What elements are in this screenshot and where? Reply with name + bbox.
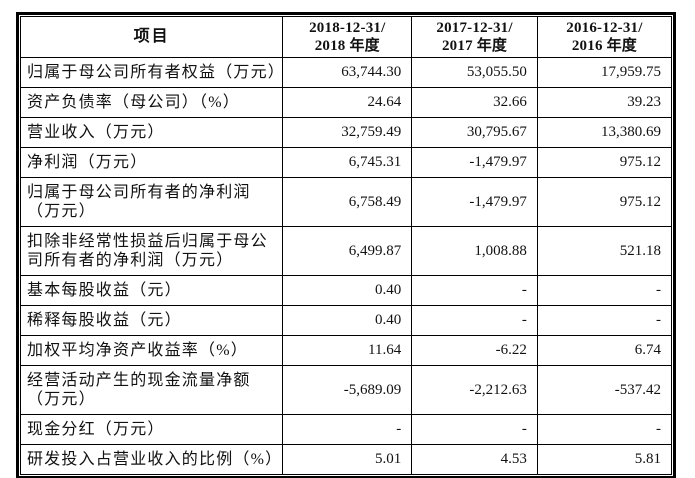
table-row: 研发投入占营业收入的比例（%） 5.01 4.53 5.81: [19, 444, 673, 475]
value-2016: 39.23: [536, 87, 673, 118]
table-row: 加权平均净资产收益率（%） 11.64 -6.22 6.74: [19, 335, 673, 366]
row-label: 营业收入（万元）: [19, 117, 284, 148]
table-row: 基本每股收益（元） 0.40 - -: [19, 275, 673, 306]
row-label: 归属于母公司所有者权益（万元）: [19, 57, 284, 88]
header-item-label: 项目: [19, 16, 284, 58]
table-row: 营业收入（万元） 32,759.49 30,795.67 13,380.69: [19, 117, 673, 148]
value-2017: -: [411, 414, 538, 445]
value-2017: -1,479.97: [411, 177, 538, 227]
value-2016: -: [536, 414, 673, 445]
value-2017: -: [411, 275, 538, 306]
table-row: 稀释每股收益（元） 0.40 - -: [19, 305, 673, 336]
value-2016: 975.12: [536, 177, 673, 227]
header-period-2018: 2018-12-31/ 2018 年度: [282, 16, 413, 58]
value-2018: -5,689.09: [282, 365, 413, 415]
value-2016: 5.81: [536, 444, 673, 475]
table-row: 归属于母公司所有者的净利润（万元） 6,758.49 -1,479.97 975…: [19, 177, 673, 227]
value-2016: -: [536, 305, 673, 336]
row-label: 经营活动产生的现金流量净额（万元）: [19, 365, 284, 415]
financial-summary-table: 项目 2018-12-31/ 2018 年度 2017-12-31/ 2017 …: [16, 12, 676, 478]
value-2018: 0.40: [282, 305, 413, 336]
row-label: 现金分红（万元）: [19, 414, 284, 445]
value-2016: 975.12: [536, 147, 673, 178]
value-2018: 6,758.49: [282, 177, 413, 227]
value-2018: 63,744.30: [282, 57, 413, 88]
table-row: 扣除非经常性损益后归属于母公司所有者的净利润（万元） 6,499.87 1,00…: [19, 226, 673, 276]
value-2016: 13,380.69: [536, 117, 673, 148]
value-2016: 6.74: [536, 335, 673, 366]
row-label: 资产负债率（母公司）（%）: [19, 87, 284, 118]
header-period-2016: 2016-12-31/ 2016 年度: [536, 16, 673, 58]
table-row: 现金分红（万元） - - -: [19, 414, 673, 445]
value-2016: 17,959.75: [536, 57, 673, 88]
key-financial-data-table: 项目 2018-12-31/ 2018 年度 2017-12-31/ 2017 …: [19, 16, 673, 475]
header-period-2017: 2017-12-31/ 2017 年度: [411, 16, 538, 58]
value-2018: 6,745.31: [282, 147, 413, 178]
table-row: 经营活动产生的现金流量净额（万元） -5,689.09 -2,212.63 -5…: [19, 365, 673, 415]
value-2018: 32,759.49: [282, 117, 413, 148]
value-2016: -537.42: [536, 365, 673, 415]
row-label: 扣除非经常性损益后归属于母公司所有者的净利润（万元）: [19, 226, 284, 276]
value-2017: 32.66: [411, 87, 538, 118]
value-2018: 0.40: [282, 275, 413, 306]
value-2018: -: [282, 414, 413, 445]
value-2018: 6,499.87: [282, 226, 413, 276]
value-2017: 30,795.67: [411, 117, 538, 148]
value-2017: 53,055.50: [411, 57, 538, 88]
table-row: 资产负债率（母公司）（%） 24.64 32.66 39.23: [19, 87, 673, 118]
value-2018: 11.64: [282, 335, 413, 366]
row-label: 基本每股收益（元）: [19, 275, 284, 306]
row-label: 研发投入占营业收入的比例（%）: [19, 444, 284, 475]
value-2017: 4.53: [411, 444, 538, 475]
value-2017: -1,479.97: [411, 147, 538, 178]
row-label: 净利润（万元）: [19, 147, 284, 178]
row-label: 稀释每股收益（元）: [19, 305, 284, 336]
value-2018: 5.01: [282, 444, 413, 475]
row-label: 加权平均净资产收益率（%）: [19, 335, 284, 366]
header-row: 项目 2018-12-31/ 2018 年度 2017-12-31/ 2017 …: [19, 16, 673, 58]
value-2017: 1,008.88: [411, 226, 538, 276]
value-2017: -2,212.63: [411, 365, 538, 415]
value-2017: -: [411, 305, 538, 336]
value-2018: 24.64: [282, 87, 413, 118]
value-2016: -: [536, 275, 673, 306]
row-label: 归属于母公司所有者的净利润（万元）: [19, 177, 284, 227]
table-row: 归属于母公司所有者权益（万元） 63,744.30 53,055.50 17,9…: [19, 57, 673, 88]
table-row: 净利润（万元） 6,745.31 -1,479.97 975.12: [19, 147, 673, 178]
value-2017: -6.22: [411, 335, 538, 366]
value-2016: 521.18: [536, 226, 673, 276]
